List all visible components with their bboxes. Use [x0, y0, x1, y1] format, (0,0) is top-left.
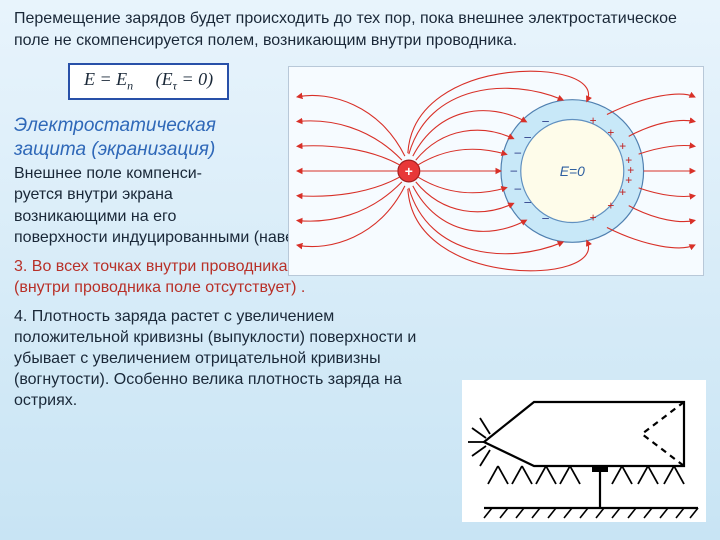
formula-eq: = — [100, 69, 117, 89]
svg-text:–: – — [524, 129, 531, 143]
svg-text:+: + — [590, 211, 597, 225]
svg-text:–: – — [514, 145, 521, 159]
shielding-title: Электростатическая защита (экранизация) — [14, 114, 274, 162]
svg-text:–: – — [514, 181, 521, 195]
svg-text:+: + — [625, 153, 632, 167]
point-4: 4. Плотность заряда растет с увеличением… — [14, 306, 444, 412]
field-zero-label: E=0 — [560, 163, 585, 179]
svg-text:–: – — [511, 163, 518, 177]
svg-text:–: – — [542, 113, 549, 127]
svg-text:+: + — [619, 185, 626, 199]
formula-box: E = En (Eτ = 0) — [68, 63, 229, 100]
svg-text:+: + — [405, 163, 413, 179]
svg-text:–: – — [524, 195, 531, 209]
formula-spacer: ( — [138, 69, 162, 89]
formula-lhs: E — [84, 69, 95, 89]
svg-text:+: + — [607, 199, 614, 213]
formula-rhs: E — [116, 69, 127, 89]
shielding-line-b: руется внутри экрана — [14, 184, 274, 205]
shielding-diagram: + – – – – — [288, 66, 704, 276]
svg-text:+: + — [590, 113, 597, 127]
shielding-line-c: возникающими на его — [14, 206, 274, 227]
conductor-tip-diagram — [462, 380, 706, 522]
svg-text:+: + — [619, 139, 626, 153]
svg-text:–: – — [542, 211, 549, 225]
svg-text:+: + — [607, 125, 614, 139]
formula-paren-var: E — [162, 69, 173, 89]
svg-text:+: + — [625, 173, 632, 187]
formula-rhs-sub: n — [127, 79, 133, 93]
formula-paren-val: = 0 — [177, 69, 207, 89]
intro-paragraph: Перемещение зарядов будет происходить до… — [14, 8, 706, 51]
shielding-line-a: Внешнее поле компенси- — [14, 163, 274, 184]
formula-close: ) — [207, 69, 213, 89]
